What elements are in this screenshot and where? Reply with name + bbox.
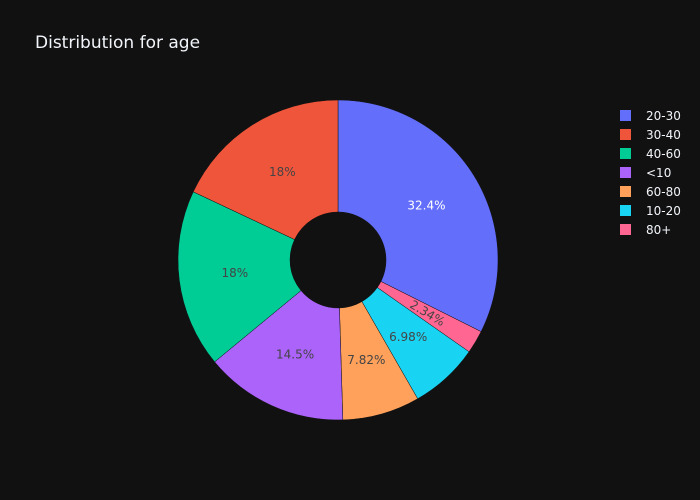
- legend-item[interactable]: 40-60: [620, 144, 700, 163]
- pie-slice-40-60[interactable]: [177, 191, 302, 363]
- legend-item[interactable]: <10: [620, 163, 700, 182]
- pie-slice--10[interactable]: [214, 290, 344, 421]
- slice-label: 18%: [221, 266, 248, 280]
- legend-label: 30-40: [646, 127, 681, 142]
- pie-slice-20-30[interactable]: [337, 99, 499, 332]
- legend-swatch: [620, 129, 631, 140]
- legend-label: <10: [646, 165, 672, 180]
- legend-label: 60-80: [646, 184, 681, 199]
- legend[interactable]: 20-30 30-40 40-60 <10 60-80 10-20 80+: [620, 106, 700, 239]
- chart-title: Distribution for age: [35, 33, 201, 53]
- slice-label: 7.82%: [347, 353, 385, 367]
- legend-swatch: [620, 205, 631, 216]
- slice-label: 18%: [269, 165, 296, 179]
- legend-item[interactable]: 30-40: [620, 125, 700, 144]
- legend-item[interactable]: 10-20: [620, 201, 700, 220]
- legend-label: 20-30: [646, 108, 681, 123]
- pie-slices: [177, 99, 499, 421]
- legend-swatch: [620, 186, 631, 197]
- legend-label: 40-60: [646, 146, 681, 161]
- pie-slice-30-40[interactable]: [192, 99, 339, 240]
- legend-swatch: [620, 110, 631, 121]
- slice-label: 14.5%: [276, 348, 314, 362]
- legend-item[interactable]: 20-30: [620, 106, 700, 125]
- legend-swatch: [620, 224, 631, 235]
- slice-label: 6.98%: [389, 330, 427, 344]
- slice-label: 32.4%: [407, 198, 445, 212]
- legend-swatch: [620, 148, 631, 159]
- legend-item[interactable]: 80+: [620, 220, 700, 239]
- legend-label: 10-20: [646, 203, 681, 218]
- legend-item[interactable]: 60-80: [620, 182, 700, 201]
- legend-swatch: [620, 167, 631, 178]
- legend-label: 80+: [646, 222, 672, 237]
